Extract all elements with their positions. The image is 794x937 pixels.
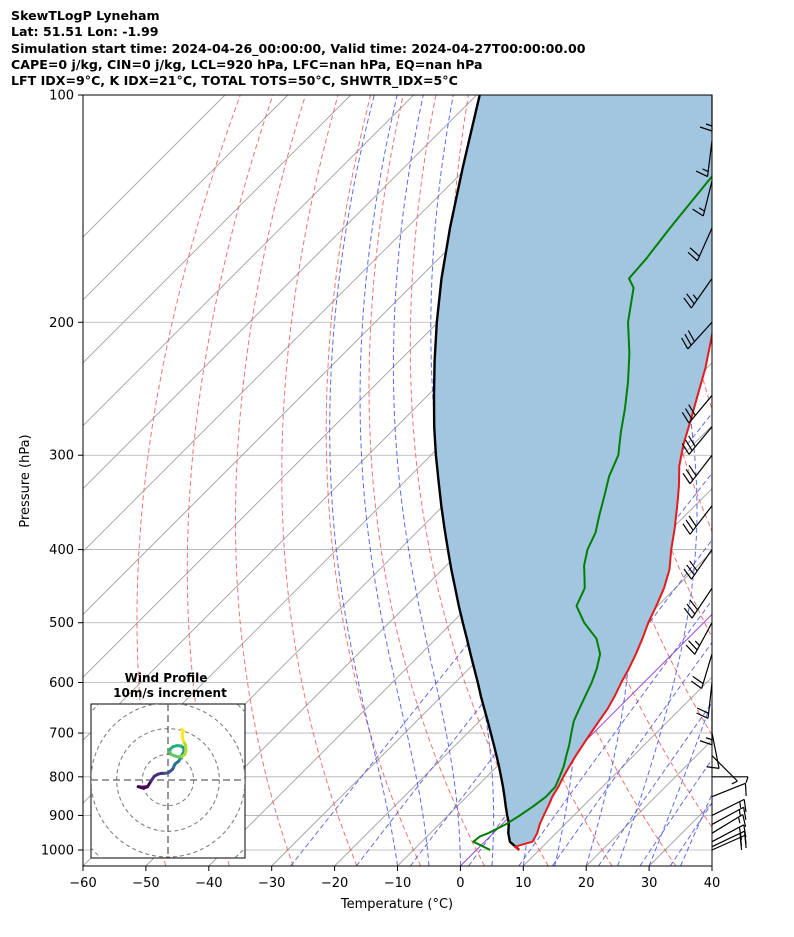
isotherm-line	[522, 676, 712, 866]
isotherm-line	[83, 95, 415, 427]
x-tick-label: −20	[321, 876, 348, 891]
moist-adiabat	[648, 699, 712, 866]
mixing-ratio-line	[518, 599, 712, 866]
isotherm-line	[711, 865, 712, 866]
isotherm-line	[83, 95, 226, 238]
mixing-ratio-line	[639, 758, 712, 866]
x-tick-label: 40	[704, 876, 721, 891]
dewpoint-line	[472, 174, 712, 851]
x-axis-label: Temperature (°C)	[340, 897, 453, 912]
wind-barb	[681, 426, 713, 455]
isotherm-line	[775, 95, 794, 866]
y-tick-label: 400	[49, 543, 74, 558]
wind-barb	[683, 587, 713, 619]
wind-barb	[687, 227, 713, 262]
mixing-ratio-line	[669, 802, 712, 866]
wind-barb	[711, 806, 747, 825]
y-axis-label: Pressure (hPa)	[18, 434, 33, 527]
x-tick-label: −30	[258, 876, 285, 891]
wind-barb	[706, 732, 720, 769]
isotherm-line	[83, 95, 540, 553]
temperature-line	[513, 330, 712, 851]
indices-line-1: CAPE=0 j/kg, CIN=0 j/kg, LCL=920 hPa, LF…	[11, 56, 483, 72]
moist-adiabat	[711, 864, 712, 866]
wind-barb	[683, 549, 713, 580]
wind-barb	[692, 180, 713, 217]
wind-barb	[711, 782, 747, 798]
location-label: Lat: 51.51 Lon: -1.99	[11, 24, 159, 40]
mixing-ratio-line	[290, 342, 712, 866]
x-tick-label: −60	[69, 876, 96, 891]
dry-adiabat	[368, 95, 485, 866]
wind-barbs	[681, 95, 749, 851]
wind-barb	[711, 755, 738, 785]
wind-barb	[699, 708, 713, 746]
wind-barb	[682, 454, 713, 485]
isotherm-line	[83, 95, 352, 364]
data-lines	[432, 95, 712, 851]
x-tick-label: −40	[195, 876, 222, 891]
moist-adiabat	[680, 792, 712, 866]
x-tick-label: −50	[132, 876, 159, 891]
x-tick-label: 0	[456, 876, 464, 891]
chart-title: SkewTLogP Lyneham	[11, 8, 160, 23]
hodograph-trace	[179, 727, 185, 733]
wind-barb	[682, 505, 713, 535]
moist-adiabat	[359, 95, 430, 866]
hodograph-subtitle: 10m/s increment	[113, 686, 227, 700]
wind-barb	[711, 798, 747, 816]
isotherm-line	[334, 487, 712, 866]
dry-adiabat	[729, 95, 794, 866]
wind-barb	[683, 278, 713, 309]
chart-header: SkewTLogP Lyneham Lat: 51.51 Lon: -1.99 …	[11, 8, 791, 89]
y-tick-label: 500	[49, 616, 74, 631]
wind-barb	[681, 395, 713, 424]
hodograph-ring	[91, 704, 245, 858]
wind-barb	[681, 321, 713, 350]
axes: −60 −50 −40 −30 −20 −10 0 10 20 30 40 100 200 300 400 5…	[41, 89, 720, 892]
mixing-ratio-line	[597, 701, 712, 866]
dry-adiabat	[281, 95, 358, 866]
dry-adiabat	[663, 95, 712, 411]
wind-barb	[685, 622, 713, 655]
y-tick-label: 900	[49, 809, 74, 824]
y-tick-label: 100	[49, 89, 74, 104]
time-label: Simulation start time: 2024-04-26_00:00:…	[11, 40, 586, 56]
moist-adiabat	[392, 95, 461, 866]
x-tick-label: 10	[515, 876, 532, 891]
dry-adiabat	[762, 95, 794, 866]
dry-adiabat	[186, 95, 274, 866]
isotherm-line	[83, 95, 289, 301]
indices-line-2: LFT IDX=9°C, K IDX=21°C, TOTAL TOTS=50°C…	[11, 73, 458, 89]
y-tick-label: 300	[49, 449, 74, 464]
dry-adiabat	[235, 95, 306, 866]
hodograph-title: Wind Profile	[125, 671, 208, 685]
wind-barb	[712, 776, 749, 784]
wind-barb	[699, 95, 713, 132]
parcel-line	[432, 95, 520, 851]
y-tick-label: 700	[49, 727, 74, 742]
isotherm-line	[83, 95, 477, 490]
wind-barb	[690, 653, 713, 689]
y-tick-label: 800	[49, 770, 74, 785]
x-tick-label: −10	[384, 876, 411, 891]
wind-barb	[696, 682, 713, 719]
y-tick-label: 1000	[41, 844, 74, 859]
y-tick-label: 200	[49, 316, 74, 331]
mixing-ratio-line	[551, 641, 712, 866]
cin-shading	[434, 95, 712, 850]
y-tick-label: 600	[49, 676, 74, 691]
moist-adiabat	[329, 95, 398, 866]
wind-barb	[695, 140, 713, 178]
wind-barb	[711, 824, 747, 843]
x-tick-label: 30	[641, 876, 658, 891]
x-tick-label: 20	[578, 876, 595, 891]
wind-barb	[711, 814, 747, 834]
